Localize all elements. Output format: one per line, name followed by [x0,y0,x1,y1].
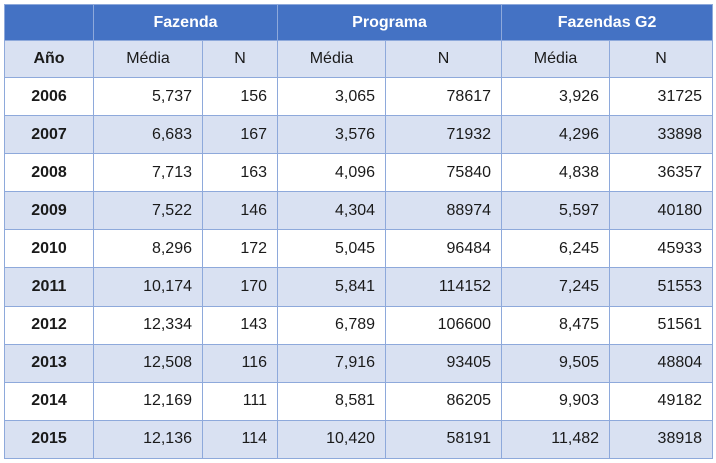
cell-year: 2006 [4,76,94,117]
table-row: 2014 12,169 111 8,581 86205 9,903 49182 [4,381,714,421]
cell-fazenda-media: 12,334 [93,305,203,345]
cell-year: 2007 [4,115,94,155]
cell-programa-n: 78617 [385,76,503,117]
data-table: Fazenda Programa Fazendas G2 Año Média N… [4,4,714,460]
cell-fazenda-media: 10,174 [93,267,203,307]
table-row: 2013 12,508 116 7,916 93405 9,505 48804 [4,343,714,383]
cell-fazenda-media: 7,522 [93,191,203,231]
cell-g2-n: 49182 [609,381,714,421]
cell-programa-n: 106600 [385,305,503,345]
table-row: 2006 5,737 156 3,065 78617 3,926 31725 [4,76,714,117]
corner-cell [4,4,94,41]
table-row: 2015 12,136 114 10,420 58191 11,482 38918 [4,419,714,460]
cell-g2-media: 4,838 [501,153,611,193]
cell-fazenda-n: 156 [201,76,279,117]
cell-fazenda-n: 111 [201,381,279,421]
cell-g2-media: 8,475 [501,305,611,345]
cell-fazenda-n: 114 [201,419,279,460]
cell-programa-n: 75840 [385,153,503,193]
cell-fazenda-media: 8,296 [93,229,203,269]
table-row: 2008 7,713 163 4,096 75840 4,838 36357 [4,153,714,193]
cell-g2-n: 51553 [609,267,714,307]
cell-year: 2008 [4,153,94,193]
cell-g2-n: 45933 [609,229,714,269]
cell-g2-media: 7,245 [501,267,611,307]
cell-g2-media: 3,926 [501,76,611,117]
cell-fazenda-media: 12,136 [93,419,203,460]
column-header-g2-media: Média [501,40,611,78]
cell-programa-media: 10,420 [277,419,387,460]
cell-g2-n: 36357 [609,153,714,193]
cell-g2-media: 9,903 [501,381,611,421]
cell-fazenda-n: 170 [201,267,279,307]
cell-programa-media: 3,576 [277,115,387,155]
column-header-programa-n: N [385,40,503,78]
column-header-g2-n: N [609,40,714,78]
cell-fazenda-media: 12,508 [93,343,203,383]
cell-fazenda-media: 12,169 [93,381,203,421]
cell-programa-media: 7,916 [277,343,387,383]
cell-fazenda-n: 143 [201,305,279,345]
cell-g2-media: 9,505 [501,343,611,383]
group-header-row: Fazenda Programa Fazendas G2 [4,4,714,41]
cell-year: 2013 [4,343,94,383]
cell-fazenda-n: 172 [201,229,279,269]
cell-programa-media: 6,789 [277,305,387,345]
sub-header-row: Año Média N Média N Média N [4,40,714,78]
cell-programa-n: 114152 [385,267,503,307]
cell-programa-n: 88974 [385,191,503,231]
table-row: 2010 8,296 172 5,045 96484 6,245 45933 [4,229,714,269]
cell-programa-n: 71932 [385,115,503,155]
cell-g2-n: 40180 [609,191,714,231]
group-header-fazenda: Fazenda [92,4,279,41]
column-header-programa-media: Média [277,40,387,78]
cell-programa-n: 58191 [385,419,503,460]
cell-programa-media: 5,045 [277,229,387,269]
cell-fazenda-n: 167 [201,115,279,155]
cell-programa-media: 8,581 [277,381,387,421]
cell-g2-n: 38918 [609,419,714,460]
cell-year: 2009 [4,191,94,231]
cell-year: 2012 [4,305,94,345]
cell-programa-media: 3,065 [277,76,387,117]
cell-programa-media: 4,304 [277,191,387,231]
group-header-programa: Programa [277,4,503,41]
table-row: 2011 10,174 170 5,841 114152 7,245 51553 [4,267,714,307]
cell-programa-n: 86205 [385,381,503,421]
cell-fazenda-media: 6,683 [93,115,203,155]
cell-programa-media: 5,841 [277,267,387,307]
cell-g2-n: 48804 [609,343,714,383]
cell-year: 2011 [4,267,94,307]
column-header-year: Año [4,40,94,78]
cell-fazenda-n: 146 [201,191,279,231]
cell-fazenda-n: 116 [201,343,279,383]
cell-fazenda-media: 7,713 [93,153,203,193]
table-row: 2012 12,334 143 6,789 106600 8,475 51561 [4,305,714,345]
cell-programa-n: 93405 [385,343,503,383]
cell-fazenda-n: 163 [201,153,279,193]
cell-g2-media: 4,296 [501,115,611,155]
table-body: 2006 5,737 156 3,065 78617 3,926 31725 2007 6,68… [4,76,714,460]
group-header-fazendas-g2: Fazendas G2 [501,4,714,41]
cell-programa-media: 4,096 [277,153,387,193]
cell-g2-media: 6,245 [501,229,611,269]
cell-programa-n: 96484 [385,229,503,269]
cell-year: 2015 [4,419,94,460]
table-row: 2007 6,683 167 3,576 71932 4,296 33898 [4,115,714,155]
cell-fazenda-media: 5,737 [93,76,203,117]
cell-year: 2010 [4,229,94,269]
cell-g2-media: 11,482 [501,419,611,460]
cell-g2-n: 33898 [609,115,714,155]
cell-g2-media: 5,597 [501,191,611,231]
cell-g2-n: 51561 [609,305,714,345]
table-row: 2009 7,522 146 4,304 88974 5,597 40180 [4,191,714,231]
cell-year: 2014 [4,381,94,421]
cell-g2-n: 31725 [609,76,714,117]
column-header-fazenda-media: Média [93,40,203,78]
column-header-fazenda-n: N [201,40,279,78]
